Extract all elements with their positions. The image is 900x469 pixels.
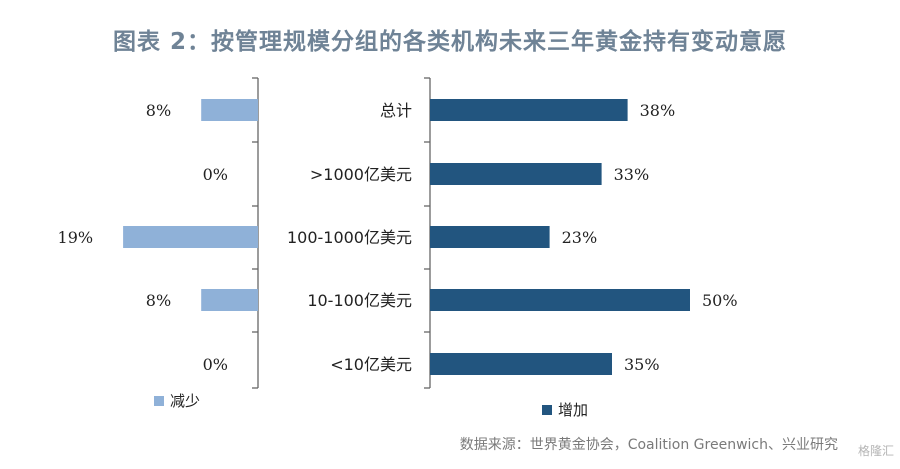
increase-bar: [430, 353, 612, 375]
decrease-bar: [201, 99, 258, 121]
increase-value-label: 38%: [640, 101, 676, 120]
watermark: 格隆汇: [857, 444, 894, 458]
legend-swatch-decrease: [154, 396, 164, 406]
increase-value-label: 50%: [702, 291, 738, 310]
increase-bar: [430, 163, 602, 185]
decrease-value-label: 0%: [203, 355, 228, 374]
legend-label-decrease: 减少: [170, 392, 200, 410]
increase-value-label: 33%: [614, 165, 650, 184]
category-label: >1000亿美元: [310, 165, 412, 184]
chart-title: 图表 2：按管理规模分组的各类机构未来三年黄金持有变动意愿: [112, 29, 787, 55]
increase-bar: [430, 99, 628, 121]
legend-label-increase: 增加: [558, 401, 588, 419]
increase-value-label: 23%: [562, 228, 598, 247]
increase-bar: [430, 289, 690, 311]
decrease-bar: [201, 289, 258, 311]
decrease-bar: [123, 226, 258, 248]
increase-bar: [430, 226, 550, 248]
category-label: 100-1000亿美元: [287, 228, 412, 247]
increase-value-label: 35%: [624, 355, 660, 374]
category-label: 总计: [380, 101, 412, 120]
category-label: <10亿美元: [330, 355, 412, 374]
source-note: 数据来源：世界黄金协会，Coalition Greenwich、兴业研究: [459, 437, 838, 453]
decrease-value-label: 8%: [146, 101, 171, 120]
decrease-value-label: 8%: [146, 291, 171, 310]
decrease-value-label: 19%: [58, 228, 94, 247]
category-label: 10-100亿美元: [307, 291, 412, 310]
legend-swatch-increase: [542, 405, 552, 415]
decrease-value-label: 0%: [203, 165, 228, 184]
